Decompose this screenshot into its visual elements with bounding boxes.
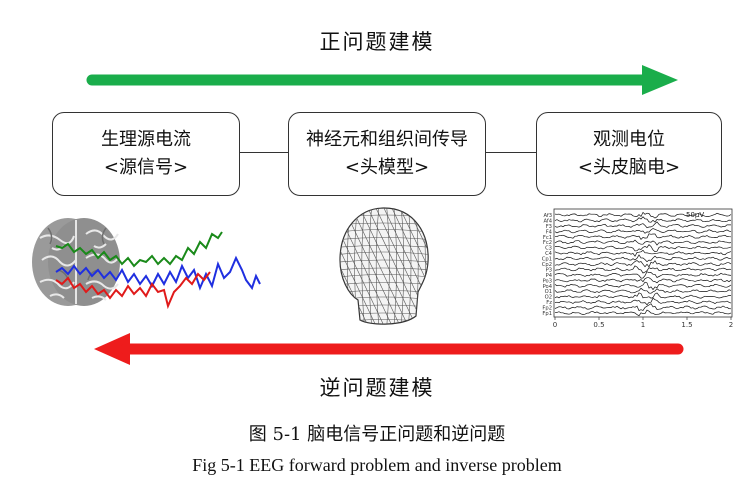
eeg-trace-fp2 [554,303,732,311]
head-model-title: 神经元和组织间传导 [306,129,468,150]
eeg-trace-po3 [554,277,732,284]
eeg-channel-label: O1 [545,289,552,295]
eeg-channel-label: P3 [546,267,552,273]
scalp-eeg-plot: Af3Af4F3F4Fc1Fc2C3C4Cp1Cp2P3P4Po3Po4O1O2… [542,208,733,329]
eeg-trace-o2 [554,292,732,299]
forward-arrow [86,65,678,95]
eeg-channel-label: Fz [546,300,552,306]
eeg-trace-f4 [554,228,732,234]
eeg-channel-label: Cp2 [542,262,552,268]
source-signal-red [55,271,211,310]
eeg-channel-label: Fc2 [543,240,552,246]
eeg-trace-c3 [554,244,732,253]
figure-caption-chinese: 图 5-1 脑电信号正问题和逆问题 [248,424,506,445]
connector-line-2 [484,152,536,153]
eeg-channel-label: Af4 [544,218,553,224]
head-model-box: 神经元和组织间传导 <头模型> [288,112,486,196]
eeg-x-tick-label: 1.5 [681,321,692,329]
source-current-box: 生理源电流 <源信号> [52,112,240,196]
eeg-channel-label: P4 [546,273,553,279]
source-signal-blue [55,255,261,291]
eeg-trace-p4 [554,271,732,279]
eeg-channel-label: Cp1 [542,257,552,263]
head-model-subtitle: <头模型> [344,157,430,178]
eeg-channel-label: C4 [545,251,553,257]
head-mesh-image [339,207,429,325]
eeg-channel-label: O2 [545,295,552,301]
forward-problem-label: 正问题建模 [319,30,435,54]
eeg-trace-fc1 [554,233,732,240]
eeg-channel-label: Fp1 [542,311,552,317]
eeg-trace-fp1 [554,309,732,317]
eeg-channel-label: Fc1 [543,235,552,241]
eeg-trace-c4 [554,249,732,257]
eeg-trace-f3 [554,221,732,229]
eeg-x-tick-label: 0.5 [593,321,604,329]
eeg-x-tick-label: 1 [641,321,645,329]
eeg-trace-af4 [554,216,732,223]
brain-icon [32,218,120,306]
eeg-trace-p3 [554,265,732,274]
eeg-trace-po4 [554,281,732,291]
eeg-x-tick-label: 0 [553,321,557,329]
eeg-trace-cp1 [554,254,732,263]
source-current-title: 生理源电流 [101,129,191,150]
eeg-channel-label: Po4 [543,284,553,290]
observed-potential-subtitle: <头皮脑电> [577,157,681,178]
eeg-channel-label: C3 [545,246,552,252]
eeg-x-tick-label: 2 [729,321,733,329]
eeg-channel-label: F4 [546,229,553,235]
eeg-scale-label: 50μV [686,211,704,219]
source-signal-green [55,231,223,268]
eeg-channel-label: Fp2 [542,306,552,312]
eeg-channel-label: F3 [546,224,552,230]
eeg-channel-label: Po3 [543,278,552,284]
eeg-trace-o1 [554,287,732,294]
inverse-arrow [94,333,684,365]
eeg-trace-fc2 [554,239,732,246]
source-current-subtitle: <源信号> [103,157,189,178]
eeg-trace-af3 [554,211,732,219]
inverse-problem-label: 逆问题建模 [319,376,435,400]
eeg-channel-label: Af3 [544,213,553,219]
eeg-trace-fz [554,297,732,306]
figure-caption-english: Fig 5-1 EEG forward problem and inverse … [192,455,562,475]
eeg-trace-cp2 [554,260,732,268]
connector-line-1 [238,152,288,153]
brain-source-signals-image [32,218,261,310]
observed-potential-box: 观测电位 <头皮脑电> [536,112,722,196]
observed-potential-title: 观测电位 [593,129,665,150]
